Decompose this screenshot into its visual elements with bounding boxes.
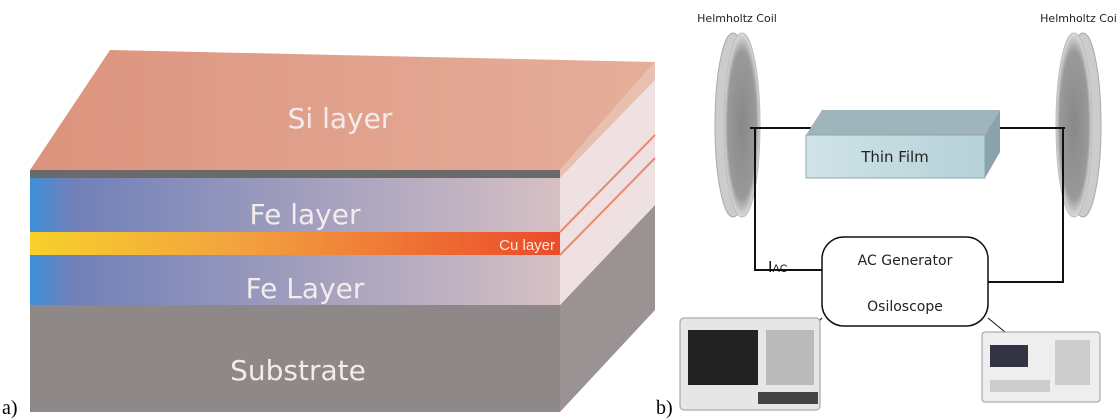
thin-film-label: Thin Film (860, 148, 929, 166)
wire (988, 128, 1064, 283)
si-label: Si layer (288, 102, 393, 135)
si-front (30, 170, 560, 178)
layer-edge (559, 157, 656, 256)
generator-device (981, 331, 1101, 403)
thin-film (805, 110, 1000, 179)
box-line: AC Generator (858, 253, 953, 269)
substrate-front (30, 305, 560, 412)
coil-label: Helmholtz Coil (1040, 12, 1117, 25)
layer-edge (559, 134, 656, 233)
cu-layer-front (30, 232, 560, 255)
current-label: IAC (768, 259, 788, 276)
current-subscript: AC (772, 263, 787, 275)
fe-layer-front (30, 255, 560, 305)
layer-stack: Si layer Fe layer Cu layer Fe Layer Subs… (30, 50, 656, 412)
connector (987, 317, 1006, 333)
oscilloscope-device (679, 317, 821, 411)
fe-label: Fe layer (250, 198, 361, 231)
si-top (30, 50, 655, 170)
coil-label: Helmholtz Coil (697, 12, 777, 25)
cu-label: Cu layer (499, 237, 555, 254)
coil (1055, 32, 1102, 218)
current-symbol: I (768, 259, 772, 276)
panel-label: a) (2, 397, 18, 419)
substrate-label: Substrate (230, 354, 366, 387)
fe-layer-front (30, 178, 560, 232)
coil (714, 32, 761, 218)
box-line: Osiloscope (867, 299, 943, 315)
panel-label: b) (656, 397, 673, 419)
si-side (560, 62, 655, 178)
instrument-box (821, 236, 989, 327)
fe-label: Fe Layer (246, 272, 365, 305)
stack-side (560, 80, 655, 305)
wire (750, 127, 822, 271)
substrate-side (560, 205, 655, 412)
